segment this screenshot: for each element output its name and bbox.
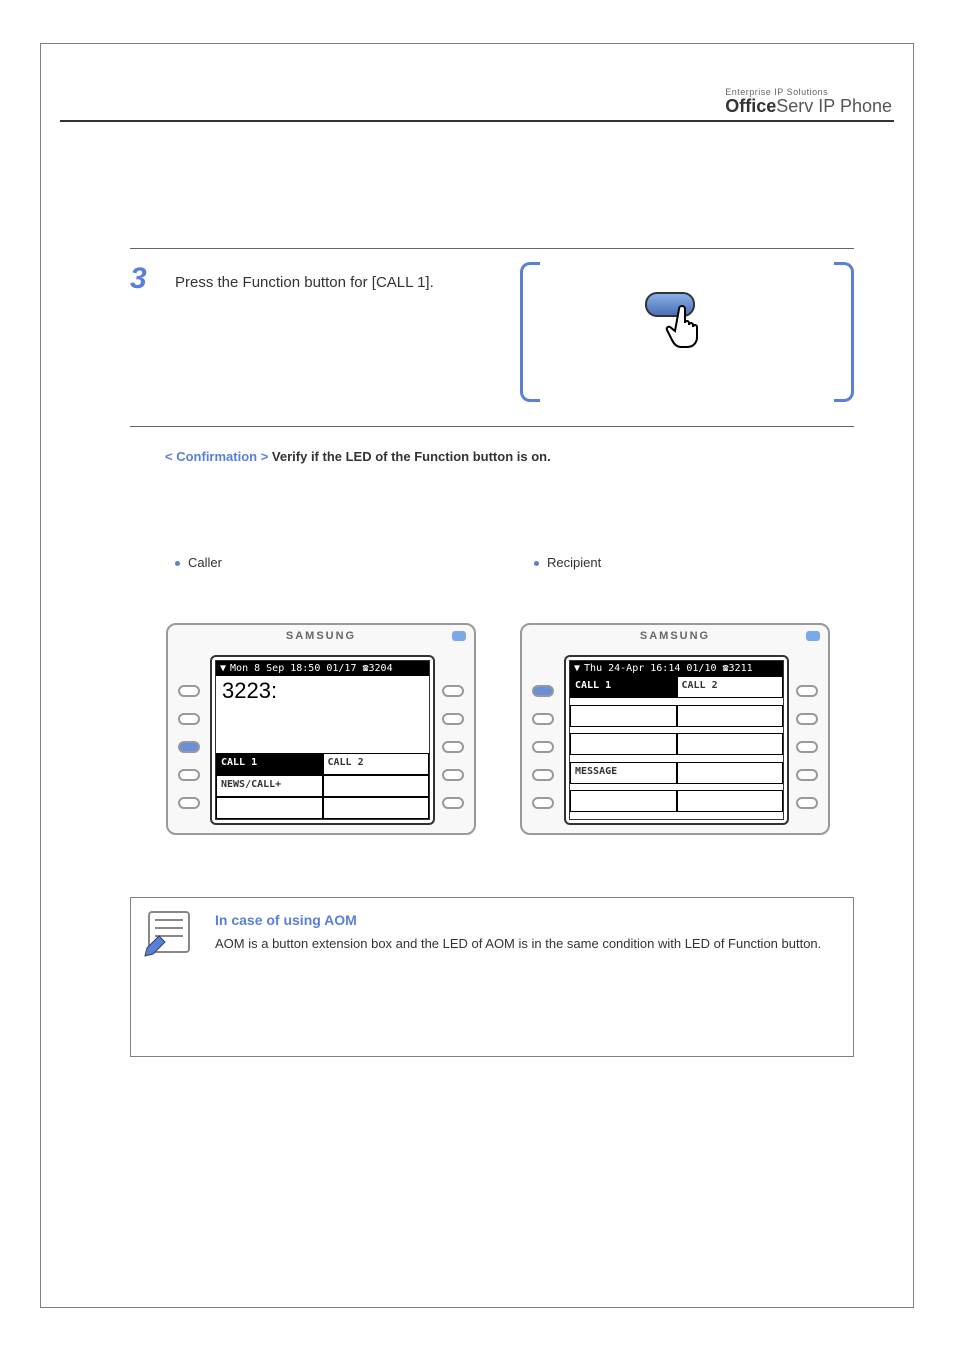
bracket-right [834,262,854,402]
note-body: AOM is a button extension box and the LE… [215,934,839,954]
sidekey-right-2[interactable] [796,741,818,753]
sidekey-left-2[interactable] [532,741,554,753]
screen-statusbar: ▼ Thu 24-Apr 16:14 01/10 ☎3211 [570,661,783,676]
sidekey-left-4[interactable] [532,797,554,809]
phone-caller: SAMSUNG ▼ Mon 8 Sep 18:50 01/17 ☎3204 32… [166,623,476,835]
softkey-cell[interactable] [677,790,784,812]
sidekey-right-3[interactable] [796,769,818,781]
softkey-cell[interactable] [677,733,784,755]
sidekey-right-0[interactable] [796,685,818,697]
bullet-caller: Caller [175,555,222,570]
softkey-cell[interactable] [677,705,784,727]
phone-screen: ▼ Mon 8 Sep 18:50 01/17 ☎3204 3223: CALL… [210,655,435,825]
softkey-cell[interactable] [323,797,430,819]
sidekey-right-4[interactable] [796,797,818,809]
phone-screen: ▼ Thu 24-Apr 16:14 01/10 ☎3211 CALL 1CAL… [564,655,789,825]
softkey-cell[interactable] [570,790,677,812]
sidekey-right-1[interactable] [796,713,818,725]
softkey-cell[interactable] [570,705,677,727]
step-rule-bottom [130,426,854,427]
phone-recipient: SAMSUNG ▼ Thu 24-Apr 16:14 01/10 ☎3211 C… [520,623,830,835]
bullet-recipient: Recipient [534,555,601,570]
sidekey-right-2[interactable] [442,741,464,753]
sidekey-left-2[interactable] [178,741,200,753]
softkey-grid: CALL 1CALL 2NEWS/CALL+ [216,753,429,819]
header-logo: Enterprise IP Solutions OfficeServ IP Ph… [725,88,892,115]
bullet-dot-icon [534,561,539,566]
sidekey-right-4[interactable] [442,797,464,809]
softkey-grid: CALL 1CALL 2 MESSAGE [570,676,783,819]
note-box: In case of using AOM AOM is a button ext… [130,897,854,1057]
softkey-cell[interactable] [677,762,784,784]
step-rule-top [130,248,854,249]
softkey-cell[interactable]: NEWS/CALL+ [216,775,323,797]
softkey-cell[interactable] [570,733,677,755]
logo-main: OfficeServ IP Phone [725,97,892,115]
softkey-cell[interactable]: MESSAGE [570,762,677,784]
screen-inner: ▼ Mon 8 Sep 18:50 01/17 ☎3204 3223: CALL… [215,660,430,820]
sidekey-right-0[interactable] [442,685,464,697]
phone-brand: SAMSUNG [168,625,474,647]
phone-brand: SAMSUNG [522,625,828,647]
softkey-cell[interactable]: CALL 1 [570,676,677,698]
header-rule [60,120,894,122]
confirmation-label: < Confirmation > Verify if the LED of th… [165,449,551,464]
note-title: In case of using AOM [215,912,839,928]
screen-inner: ▼ Thu 24-Apr 16:14 01/10 ☎3211 CALL 1CAL… [569,660,784,820]
note-content: In case of using AOM AOM is a button ext… [215,912,839,954]
softkey-cell[interactable]: CALL 1 [216,753,323,775]
note-icon [141,908,195,962]
sidekey-right-3[interactable] [442,769,464,781]
dialed-number: 3223: [216,676,429,753]
softkey-cell[interactable] [323,775,430,797]
sidekey-left-4[interactable] [178,797,200,809]
sidekey-left-3[interactable] [532,769,554,781]
softkey-cell[interactable]: CALL 2 [677,676,784,698]
sidekey-right-1[interactable] [442,713,464,725]
sidekey-left-3[interactable] [178,769,200,781]
sidekey-left-0[interactable] [178,685,200,697]
sidekey-left-1[interactable] [178,713,200,725]
earpiece-icon [452,631,466,641]
softkey-cell[interactable]: CALL 2 [323,753,430,775]
earpiece-icon [806,631,820,641]
sidekey-left-1[interactable] [532,713,554,725]
dropdown-arrow-icon: ▼ [574,663,580,674]
hand-cursor-icon [665,303,705,360]
step-number: 3 [130,262,147,296]
dropdown-arrow-icon: ▼ [220,663,226,674]
bullet-dot-icon [175,561,180,566]
step-text: Press the Function button for [CALL 1]. [175,274,495,291]
bracket-left [520,262,540,402]
sidekey-left-0[interactable] [532,685,554,697]
softkey-cell[interactable] [216,797,323,819]
screen-statusbar: ▼ Mon 8 Sep 18:50 01/17 ☎3204 [216,661,429,676]
